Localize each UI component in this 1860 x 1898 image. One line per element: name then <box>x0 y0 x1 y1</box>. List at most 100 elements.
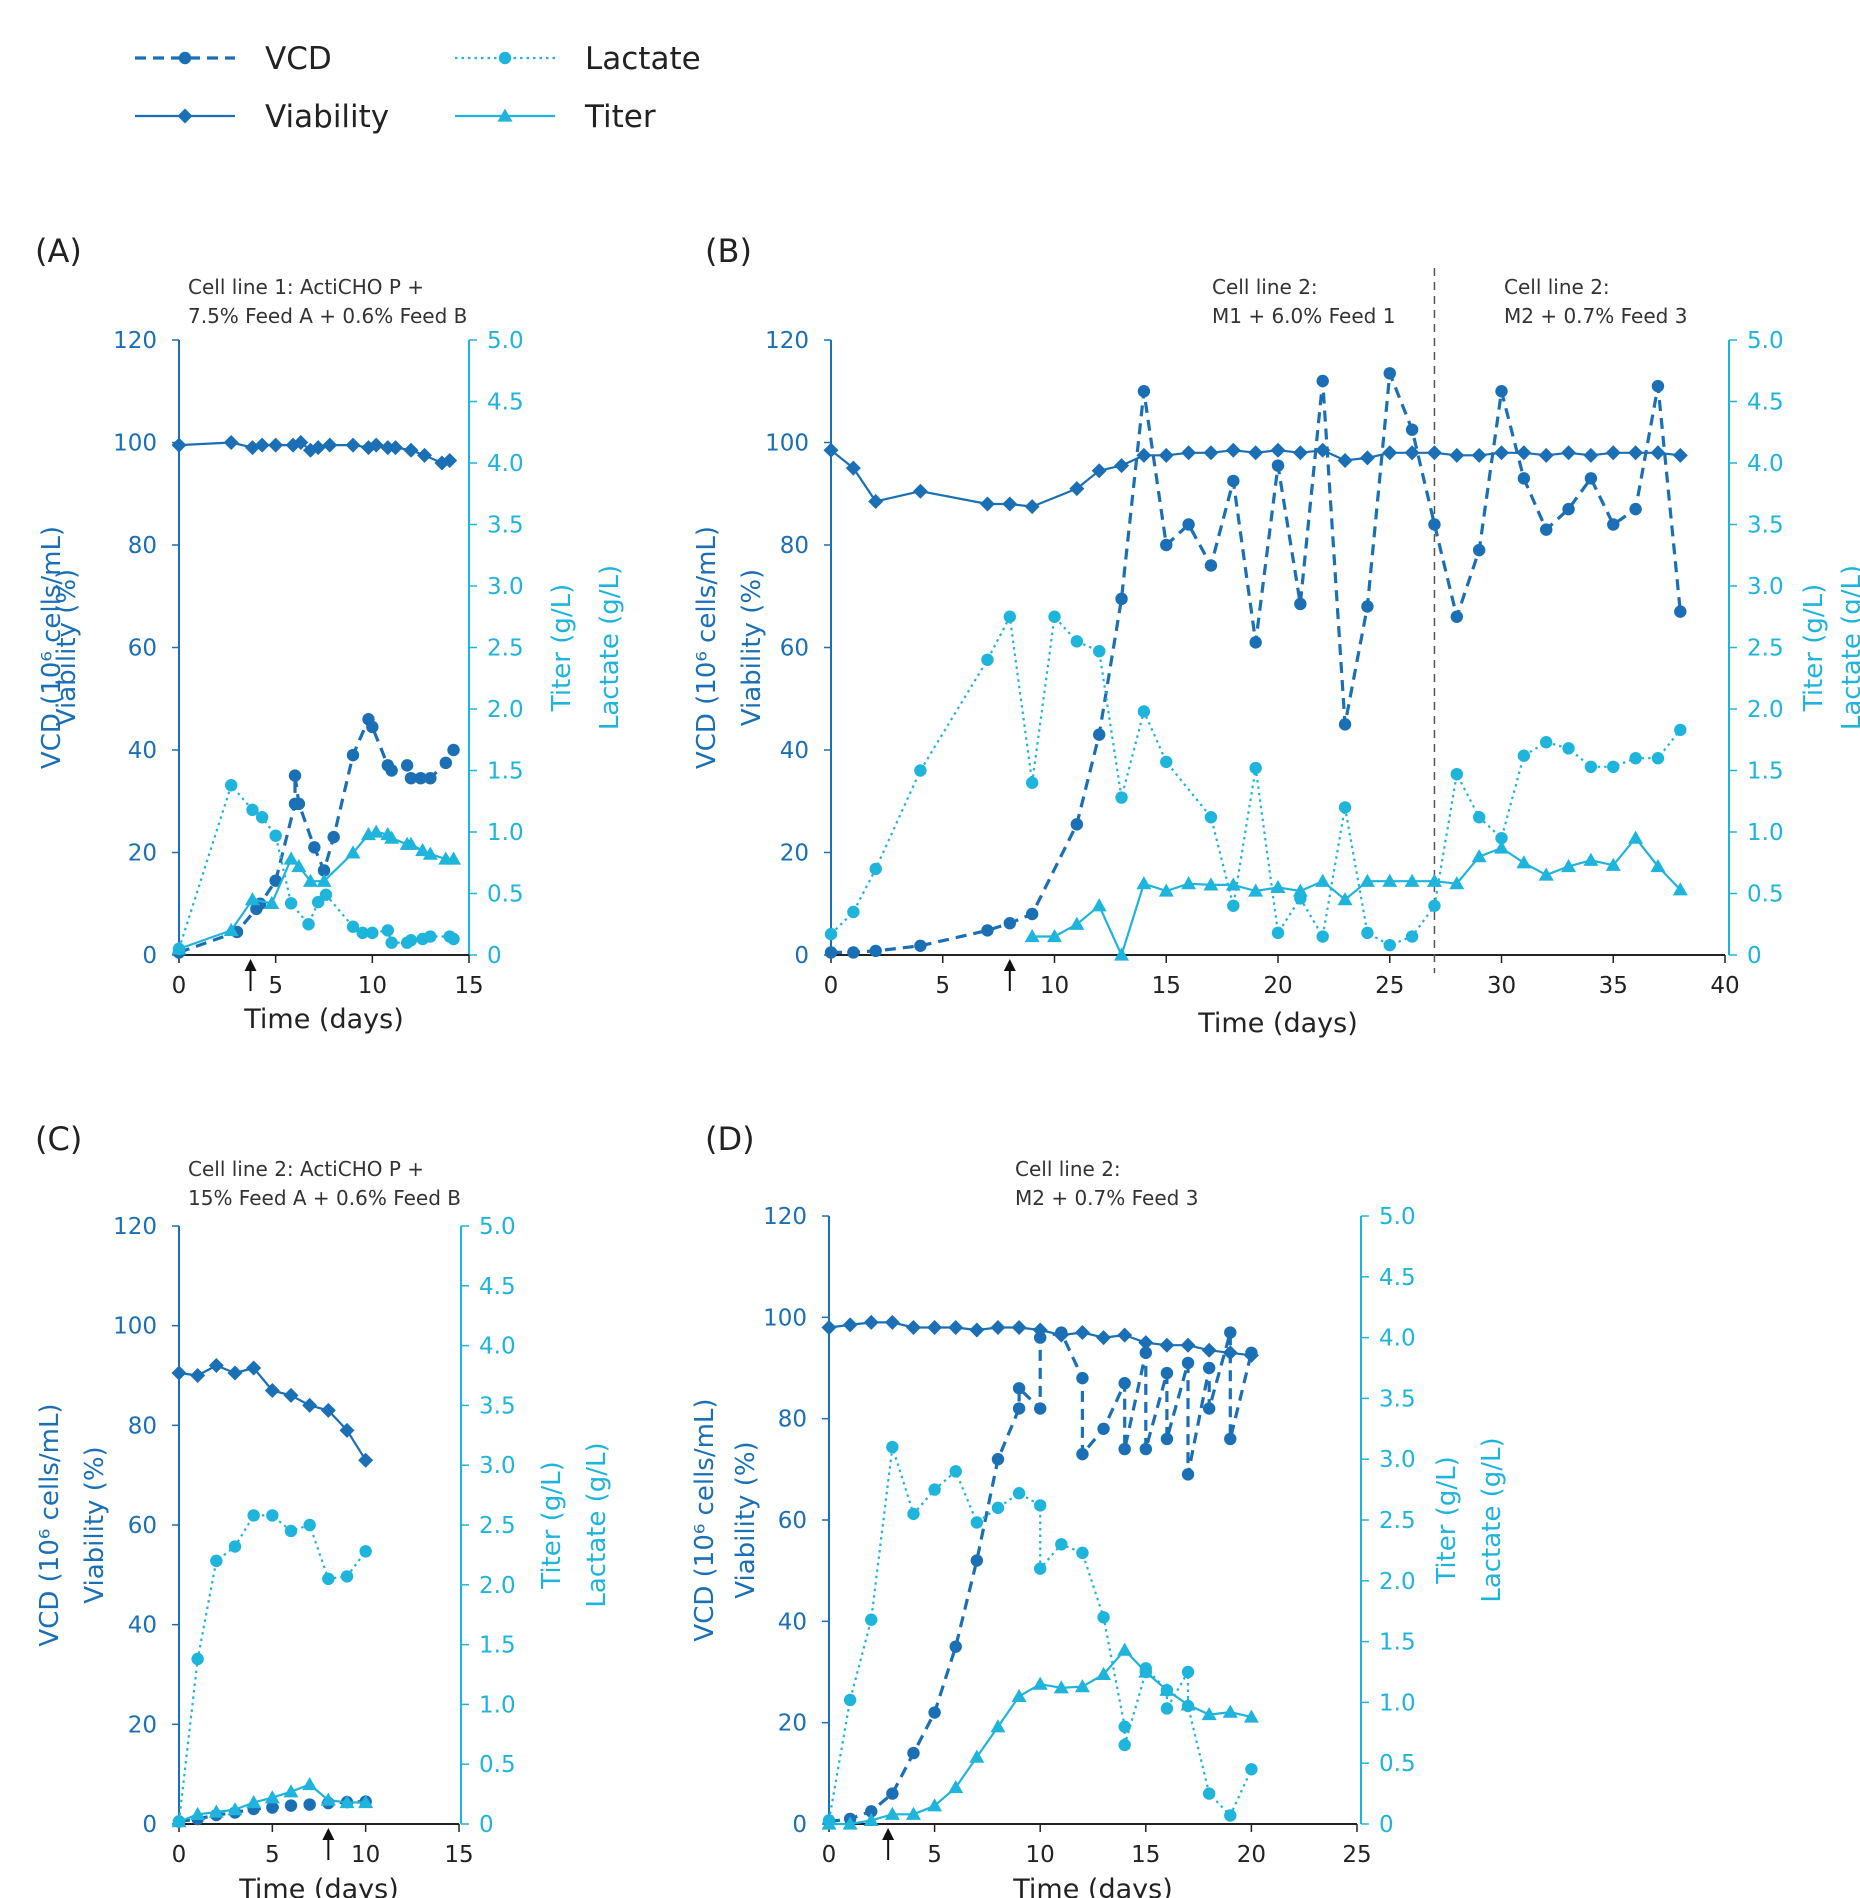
data-point-vcd <box>1294 597 1307 611</box>
data-point-titer <box>415 842 431 857</box>
y-tick-label-left: 60 <box>780 636 809 662</box>
data-point-titer <box>1024 929 1040 943</box>
x-tick-label: 10 <box>358 973 387 999</box>
y-tick-label-right: 4.5 <box>1747 390 1784 416</box>
data-point-titer <box>1359 873 1375 887</box>
data-point-titer <box>1114 947 1130 961</box>
feed-start-arrow <box>244 959 257 991</box>
data-point-viability <box>1032 1322 1048 1338</box>
data-point-viability <box>1222 1345 1238 1361</box>
y-axis-title-left: Viability (%) <box>731 1441 761 1598</box>
series-lactate <box>172 1509 372 1828</box>
y-tick-label-right: 3.0 <box>1747 574 1784 600</box>
series-line-vcd <box>828 1330 1253 1824</box>
data-point-viability <box>863 1314 879 1330</box>
y-tick-label-left: 120 <box>765 328 809 354</box>
data-point-titer <box>291 858 307 873</box>
series-vcd <box>824 367 1687 959</box>
data-point-lactate <box>1651 752 1665 765</box>
x-tick-label: 40 <box>1710 973 1739 999</box>
data-point-titer <box>1650 858 1666 873</box>
data-point-lactate <box>1055 1538 1068 1551</box>
series-line-viability <box>178 1364 367 1461</box>
panel-subtitle-right-line: M2 + 0.7% Feed 3 <box>1504 304 1687 328</box>
panel-subtitle-line: Cell line 1: ActiCHO P + <box>188 275 424 299</box>
data-point-vcd <box>886 1787 899 1800</box>
x-axis-title: Time (days) <box>238 1874 398 1898</box>
data-point-titer <box>990 1719 1006 1733</box>
y-tick-label-right: 5.0 <box>479 1214 516 1240</box>
panel-subtitle-right-line: Cell line 2: <box>1504 275 1610 299</box>
data-point-titer <box>1270 879 1286 893</box>
series-viability <box>171 435 458 471</box>
y-tick-label-right: 3.0 <box>487 574 524 600</box>
data-point-viability <box>990 1319 1006 1335</box>
data-point-titer <box>1047 929 1062 943</box>
data-point-titer <box>842 1816 858 1830</box>
data-point-vcd <box>1607 518 1620 531</box>
data-point-lactate <box>981 653 994 666</box>
data-point-vcd <box>1139 1442 1153 1456</box>
y-tick-label-right: 0 <box>1379 1812 1394 1838</box>
data-point-vcd <box>1076 1447 1089 1461</box>
data-point-viability <box>1243 1347 1259 1363</box>
y-tick-label-right: 4.0 <box>479 1334 516 1360</box>
y-tick-label-right: 2.0 <box>1747 697 1784 723</box>
data-point-viability <box>1315 442 1331 458</box>
data-point-viability <box>345 437 361 453</box>
data-point-titer <box>244 892 260 906</box>
feed-start-arrow <box>1003 959 1016 991</box>
data-point-titer <box>339 1794 355 1809</box>
data-point-viability <box>171 437 187 453</box>
y-axis-title-left: VCD (10⁶ cells/mL) <box>690 1398 720 1641</box>
data-point-lactate <box>366 926 379 940</box>
panel-subtitle-left-line: Cell line 2: <box>1212 275 1318 299</box>
data-point-viability <box>417 447 433 463</box>
data-point-lactate <box>843 1693 857 1707</box>
data-point-vcd <box>1224 1432 1237 1446</box>
series-viability <box>823 442 1688 515</box>
data-point-viability <box>969 1322 985 1338</box>
y-axis-title-right: Lactate (g/L) <box>1837 565 1860 730</box>
data-point-lactate <box>847 905 860 919</box>
y-tick-label-right: 4.5 <box>479 1274 516 1300</box>
y-tick-label-right: 0 <box>487 943 502 969</box>
series-line-titer <box>1032 836 1682 957</box>
y-axis-title-right: Titer (g/L) <box>547 584 577 713</box>
data-point-lactate <box>1003 610 1016 623</box>
data-point-vcd <box>327 830 340 844</box>
data-point-viability <box>1159 1337 1175 1353</box>
data-point-lactate <box>228 1540 242 1553</box>
y-tick-label-left: 20 <box>128 1712 157 1738</box>
data-point-viability <box>1091 463 1107 479</box>
y-tick-label-left: 120 <box>113 1214 157 1240</box>
panel-label: (C) <box>35 1120 82 1158</box>
data-point-lactate <box>1137 705 1151 718</box>
data-point-viability <box>1117 1327 1133 1343</box>
data-point-lactate <box>1472 811 1486 824</box>
data-point-vcd <box>928 1706 941 1719</box>
data-point-lactate <box>225 779 238 792</box>
data-point-viability <box>264 1382 280 1398</box>
y-tick-label-left: 100 <box>113 431 157 457</box>
data-point-lactate <box>1076 1546 1089 1560</box>
data-point-lactate <box>284 897 298 910</box>
y-tick-label-left: 80 <box>128 1413 157 1439</box>
y-tick-label-left: 40 <box>778 1609 807 1635</box>
data-point-titer <box>223 922 239 937</box>
y-tick-label-left: 0 <box>794 943 809 969</box>
data-point-viability <box>1561 445 1577 461</box>
series-line-lactate <box>177 1514 367 1822</box>
data-point-lactate <box>1160 755 1173 769</box>
data-point-titer <box>905 1806 921 1820</box>
y-tick-label-right: 0.5 <box>1747 882 1784 908</box>
y-tick-label-right: 0 <box>479 1812 494 1838</box>
arrow-head <box>322 1828 335 1840</box>
data-point-lactate <box>1517 749 1531 762</box>
series-lactate <box>172 779 460 956</box>
data-point-titer <box>446 851 462 865</box>
data-point-lactate <box>1034 1499 1047 1512</box>
x-tick-label: 25 <box>1342 1842 1371 1868</box>
chart-panel-a: (A) Cell line 1: ActiCHO P + 7.5% Feed A +… <box>35 232 625 1035</box>
data-point-lactate <box>1495 831 1508 845</box>
